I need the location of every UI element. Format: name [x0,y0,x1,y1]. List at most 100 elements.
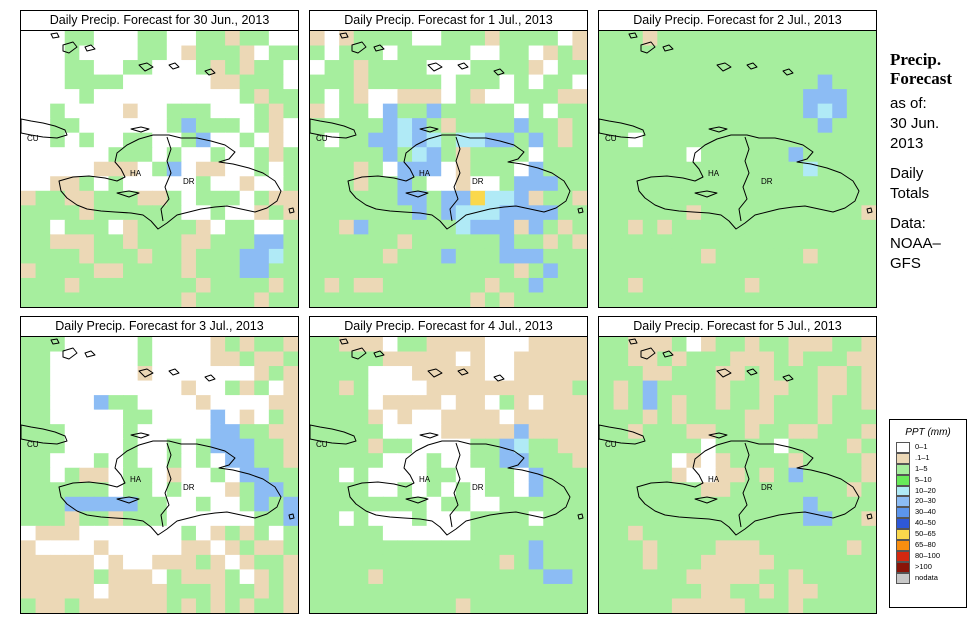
precip-cell [353,277,369,294]
precip-cell [657,147,673,163]
precip-cell [239,176,255,192]
precip-cell [35,583,51,600]
precip-cell [210,438,226,454]
precip-cell [642,380,658,396]
precip-cell [759,380,775,396]
precip-cell [93,118,110,134]
precip-cell [701,190,717,206]
precip-cell [803,467,819,483]
precip-cell [773,482,790,498]
coastline [130,432,150,439]
precip-cell [455,482,471,498]
legend-item: nodata [890,572,966,584]
precip-cell [657,409,673,425]
precip-cell [254,205,270,221]
precip-cell [310,380,326,396]
coastline [746,368,758,376]
precip-cell [210,132,226,148]
precip-cell [715,438,731,454]
precip-cell [499,395,515,411]
precip-cell [339,438,355,454]
precip-cell [79,467,95,483]
precip-cell [382,248,399,265]
precip-cell [788,205,804,221]
precip-cell [715,60,731,76]
precip-cell [64,583,80,600]
precip-cell [239,569,255,585]
precip-cell [353,554,369,571]
precip-cell [543,89,559,105]
precip-cell [239,453,255,469]
precip-cell [382,598,399,613]
precip-cell [846,277,863,294]
precip-cell [701,583,717,600]
precip-cell [426,219,442,235]
precip-cell [686,219,702,235]
precip-cell [225,45,241,61]
precip-cell [599,395,615,411]
precip-cell [528,74,544,90]
precip-cell [817,351,833,367]
precip-cell [441,277,457,294]
coastline [782,68,794,76]
country-label-dr: DR [183,177,195,186]
precip-cell [832,45,848,61]
precip-cell [642,205,658,221]
precip-cell [470,176,486,192]
precip-cell [239,583,255,600]
precip-cell [846,103,863,119]
precip-cell [599,554,615,571]
precip-cell [455,380,471,396]
precip-cell [210,554,226,571]
precip-cell [701,176,717,192]
precip-cell [572,409,587,425]
precip-cell [499,482,515,498]
precip-cell [152,351,168,367]
precip-cell [368,583,384,600]
precip-cell [671,118,688,134]
legend-title: PPT (mm) [905,427,951,438]
precip-cell [137,482,153,498]
precip-cell [455,176,471,192]
precip-cell [210,540,226,556]
precip-cell [773,161,790,177]
precip-cell [426,351,442,367]
precip-cell [657,467,673,483]
precip-cell [283,234,298,250]
precip-cell [166,569,182,585]
precip-cell [123,147,139,163]
precip-cell [239,248,255,265]
coastline [288,207,295,214]
precip-cell [788,277,804,294]
precip-cell [557,89,574,105]
precip-cell [268,453,285,469]
precip-cell [528,583,544,600]
precip-cell [470,60,486,76]
precip-cell [108,598,124,613]
precip-cell [353,366,369,382]
precip-cell [93,453,110,469]
coastline [419,432,439,439]
precip-cell [79,205,95,221]
precip-cell [613,366,629,382]
precip-cell [93,234,110,250]
precip-cell [382,45,399,61]
precip-cell [79,438,95,454]
precip-cell [773,583,790,600]
legend-label: 10–20 [915,485,936,495]
precip-cell [499,31,515,47]
precip-cell [759,277,775,294]
precip-cell [628,525,644,541]
country-label-dr: DR [183,483,195,492]
precip-cell [788,132,804,148]
precip-cell [484,74,501,90]
precip-cell [455,118,471,134]
precip-cell [514,337,530,353]
precip-cell [210,511,226,527]
coastline [130,126,150,133]
precip-cell [397,351,413,367]
coastline [373,44,385,52]
precip-cell [225,118,241,134]
precip-cell [268,103,285,119]
